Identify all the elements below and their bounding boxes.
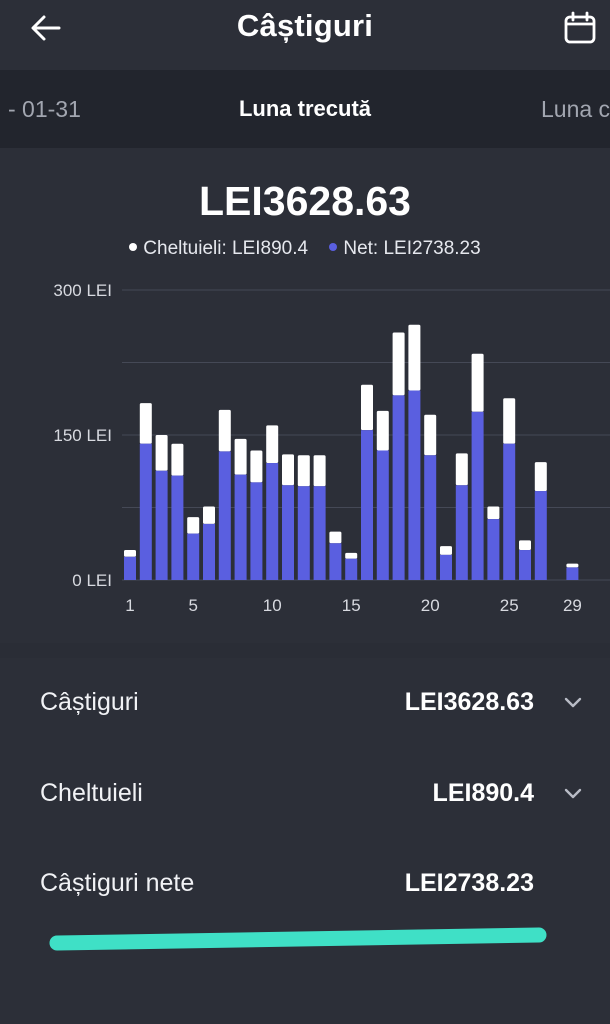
earnings-chart-panel: LEI3628.63 Cheltuieli: LEI890.4 Net: LEI… — [0, 148, 610, 643]
bar-net-day-18 — [392, 395, 405, 580]
bar-spend-day-19 — [408, 324, 421, 391]
bar-net-day-6 — [203, 523, 215, 580]
bar-net-day-25 — [503, 443, 516, 580]
bar-net-day-14 — [329, 543, 342, 580]
bar-net-day-9 — [250, 482, 263, 580]
x-tick-label: 10 — [263, 596, 282, 615]
bar-net-day-7 — [218, 451, 231, 580]
bar-net-day-19 — [408, 390, 421, 580]
bar-net-day-20 — [424, 455, 437, 580]
bar-spend-day-2 — [139, 403, 152, 444]
bar-net-day-1 — [124, 556, 136, 580]
period-current[interactable]: Luna trecută — [238, 96, 372, 121]
chart-legend: Cheltuieli: LEI890.4 Net: LEI2738.23 — [0, 238, 610, 260]
bar-spend-day-10 — [266, 425, 279, 464]
bar-spend-day-25 — [503, 398, 516, 444]
bar-spend-day-13 — [313, 455, 326, 487]
x-tick-label: 5 — [188, 596, 197, 615]
bar-spend-day-5 — [187, 517, 200, 534]
row-expenses-value: LEI890.4 — [432, 779, 534, 807]
home-indicator — [49, 927, 547, 951]
app-header: Câștiguri — [0, 0, 610, 70]
bar-net-day-16 — [361, 430, 373, 580]
y-tick-label: 300 LEI — [53, 281, 112, 300]
bar-spend-day-9 — [250, 450, 263, 483]
back-button[interactable] — [26, 8, 66, 48]
page-title: Câștiguri — [236, 8, 374, 43]
x-tick-label: 15 — [342, 596, 361, 615]
row-net-earnings-label: Câștiguri nete — [40, 869, 195, 897]
legend-dot-spend — [129, 242, 138, 251]
x-tick-label: 25 — [500, 596, 519, 615]
y-tick-label: 150 LEI — [53, 426, 112, 445]
bar-net-day-12 — [297, 486, 310, 580]
bar-net-day-15 — [345, 558, 358, 580]
bar-net-day-3 — [155, 470, 168, 580]
bar-spend-day-21 — [440, 546, 452, 555]
row-net-earnings: Câștiguri nete LEI2738.23 — [0, 853, 610, 913]
bar-spend-day-22 — [455, 453, 468, 486]
row-earnings-label: Câștiguri — [40, 688, 139, 716]
bar-net-day-13 — [313, 486, 326, 580]
bar-net-day-17 — [376, 450, 389, 580]
bar-spend-day-29 — [566, 563, 579, 568]
bar-net-day-11 — [282, 485, 294, 580]
bar-spend-day-14 — [329, 531, 342, 544]
total-earnings: LEI3628.63 — [199, 178, 411, 224]
bar-net-day-2 — [139, 443, 152, 580]
bar-net-day-8 — [234, 474, 247, 580]
bar-spend-day-3 — [155, 435, 168, 471]
bar-spend-day-1 — [124, 550, 136, 557]
bar-spend-day-27 — [534, 462, 547, 492]
period-previous[interactable]: - 01-31 — [8, 96, 81, 122]
bar-spend-day-16 — [361, 384, 373, 431]
bar-spend-day-15 — [345, 552, 358, 559]
bar-spend-day-7 — [218, 409, 231, 452]
chevron-down-icon — [564, 788, 582, 799]
chevron-down-icon — [564, 697, 582, 708]
bar-spend-day-12 — [297, 455, 310, 487]
row-expenses-label: Cheltuieli — [40, 779, 143, 807]
bar-net-day-29 — [566, 567, 579, 580]
bar-net-day-24 — [487, 519, 500, 580]
bar-spend-day-17 — [376, 410, 389, 451]
x-tick-label: 20 — [421, 596, 440, 615]
bar-net-day-10 — [266, 463, 279, 580]
bar-spend-day-18 — [392, 332, 405, 396]
calendar-button[interactable] — [560, 8, 600, 48]
period-next[interactable]: Luna c — [541, 96, 610, 122]
row-earnings[interactable]: Câștiguri LEI3628.63 — [0, 672, 610, 732]
bar-net-day-26 — [519, 550, 531, 580]
period-selector: - 01-31 Luna trecută Luna c — [0, 70, 610, 148]
y-tick-label: 0 LEI — [72, 571, 112, 590]
summary-list: Câștiguri LEI3628.63 Cheltuieli LEI890.4… — [0, 658, 610, 1024]
calendar-icon — [564, 11, 596, 44]
bar-spend-day-24 — [487, 506, 500, 520]
bar-spend-day-23 — [471, 353, 484, 412]
row-earnings-value: LEI3628.63 — [404, 688, 534, 716]
bar-spend-day-26 — [519, 540, 531, 551]
bar-spend-day-4 — [171, 443, 184, 476]
bar-net-day-27 — [534, 491, 547, 580]
x-tick-label: 1 — [125, 596, 134, 615]
legend-item-spend: Cheltuieli: LEI890.4 — [129, 238, 308, 260]
bar-net-day-22 — [455, 485, 468, 580]
row-net-earnings-value: LEI2738.23 — [404, 869, 534, 897]
bar-net-day-23 — [471, 411, 484, 580]
bar-net-day-4 — [171, 475, 184, 580]
legend-label-spend: Cheltuieli: LEI890.4 — [143, 238, 309, 259]
bar-net-day-21 — [440, 554, 452, 580]
row-expenses[interactable]: Cheltuieli LEI890.4 — [0, 763, 610, 823]
legend-label-net: Net: LEI2738.23 — [343, 238, 481, 259]
legend-dot-net — [329, 242, 338, 251]
legend-item-net: Net: LEI2738.23 — [329, 238, 481, 260]
bar-net-day-5 — [187, 533, 200, 580]
bar-spend-day-8 — [234, 438, 247, 475]
arrow-left-icon — [31, 15, 61, 41]
bar-spend-day-11 — [282, 454, 294, 486]
bar-spend-day-6 — [203, 506, 215, 524]
x-tick-label: 29 — [563, 596, 582, 615]
bar-spend-day-20 — [424, 414, 437, 456]
